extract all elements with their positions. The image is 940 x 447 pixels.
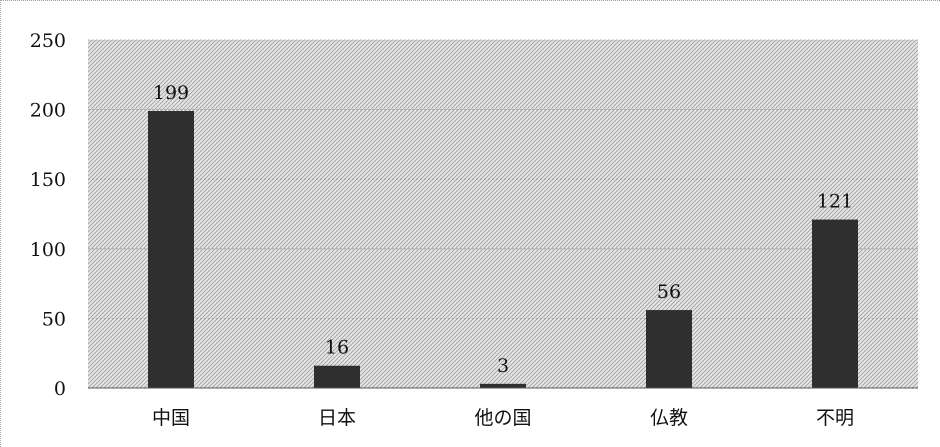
data-label: 121 bbox=[817, 191, 853, 213]
x-category-label: 不明 bbox=[816, 407, 854, 429]
data-label: 199 bbox=[153, 82, 189, 104]
x-category-label: 中国 bbox=[152, 407, 190, 429]
data-label: 56 bbox=[657, 281, 681, 303]
data-label: 16 bbox=[325, 337, 349, 359]
data-labels: 199 16 3 56 121 bbox=[153, 82, 853, 377]
y-tick-label: 50 bbox=[42, 308, 66, 330]
bar bbox=[480, 383, 526, 388]
y-tick-label: 0 bbox=[54, 378, 66, 400]
bar bbox=[812, 219, 858, 388]
x-category-label: 日本 bbox=[318, 407, 356, 429]
y-axis-ticks: 0 50 100 150 200 250 bbox=[30, 30, 66, 400]
y-tick-label: 250 bbox=[30, 30, 66, 52]
y-tick-label: 100 bbox=[30, 239, 66, 261]
bar bbox=[148, 110, 194, 388]
y-tick-label: 150 bbox=[30, 169, 66, 191]
data-label: 3 bbox=[497, 355, 509, 377]
bars bbox=[148, 110, 858, 388]
bar bbox=[314, 365, 360, 388]
x-category-label: 他の国 bbox=[474, 407, 531, 429]
y-tick-label: 200 bbox=[30, 100, 66, 122]
bar bbox=[646, 310, 692, 388]
x-axis-categories: 中国 日本 他の国 仏教 不明 bbox=[152, 407, 854, 429]
x-category-label: 仏教 bbox=[650, 407, 688, 429]
plot-area bbox=[88, 40, 918, 388]
